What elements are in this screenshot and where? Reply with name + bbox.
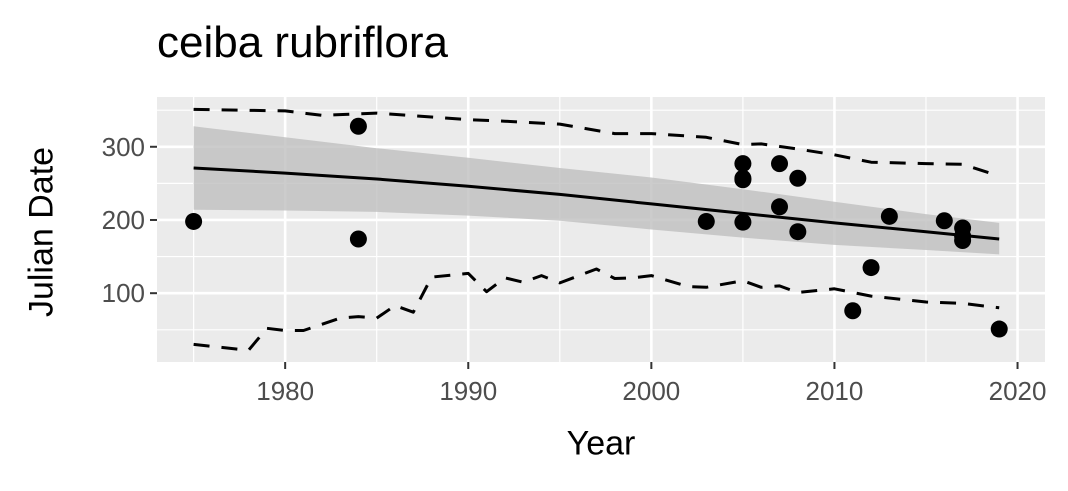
data-point <box>771 155 789 173</box>
chart-title: ceiba rubriflora <box>157 18 449 67</box>
confidence-band <box>193 126 1000 255</box>
x-tick-label: 1980 <box>256 376 314 406</box>
data-point <box>935 212 953 230</box>
upper-quantile-line <box>193 107 1000 178</box>
data-point <box>990 320 1008 338</box>
data-point <box>734 213 752 231</box>
y-tick-label: 200 <box>102 205 145 235</box>
data-point <box>349 230 367 248</box>
data-point <box>771 198 789 216</box>
fit-line <box>193 166 1000 241</box>
y-tick-label: 300 <box>102 132 145 162</box>
data-point <box>697 212 715 230</box>
x-axis-title: Year <box>566 424 636 463</box>
data-point <box>349 117 367 135</box>
data-point <box>880 207 898 225</box>
data-point <box>844 302 862 320</box>
x-tick-label: 2010 <box>806 376 864 406</box>
x-tick-label: 2020 <box>989 376 1047 406</box>
data-point <box>789 223 807 241</box>
data-point <box>954 231 972 249</box>
y-tick-label: 100 <box>102 278 145 308</box>
data-point <box>862 259 880 277</box>
data-point <box>789 169 807 187</box>
x-tick-label: 1990 <box>439 376 497 406</box>
data-point <box>734 155 752 173</box>
x-tick-label: 2000 <box>622 376 680 406</box>
data-point <box>185 212 203 230</box>
data-point <box>734 171 752 189</box>
